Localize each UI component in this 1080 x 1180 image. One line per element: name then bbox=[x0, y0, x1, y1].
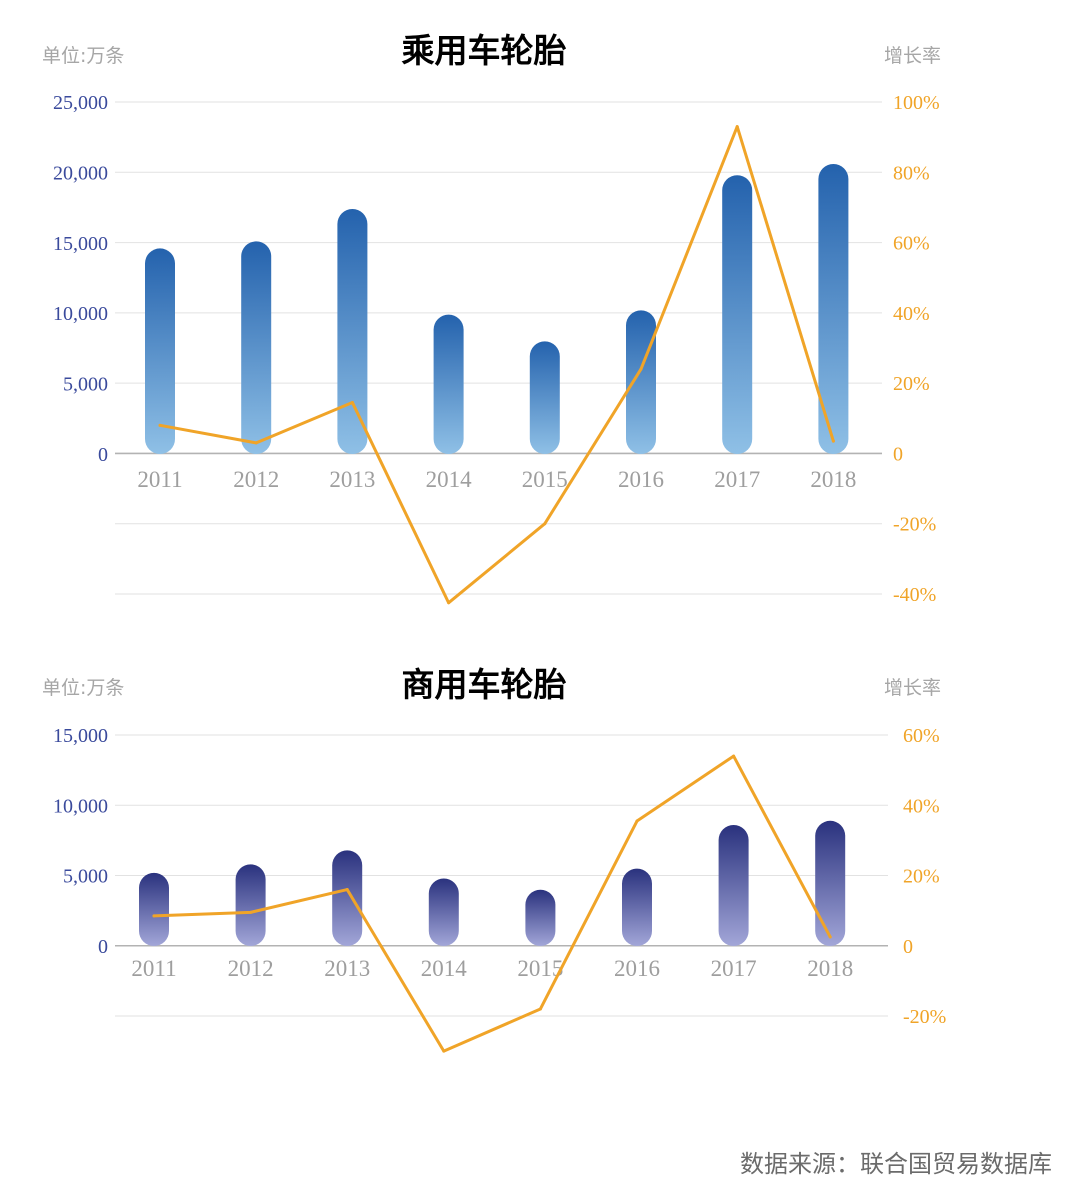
chart1-right-tick-label: 60% bbox=[893, 233, 930, 255]
chart2-growth-point-2012 bbox=[249, 910, 253, 914]
chart2-left-tick-label: 15,000 bbox=[53, 725, 108, 747]
chart1-bar-2012 bbox=[241, 241, 272, 454]
chart1-right-unit: 增长率 bbox=[884, 45, 941, 67]
chart2-bar-2014 bbox=[428, 878, 459, 946]
chart2-bar-2018 bbox=[815, 820, 846, 946]
chart2-growth-point-2014 bbox=[442, 1049, 446, 1053]
chart2-bar-2012 bbox=[235, 864, 266, 946]
chart1-left-tick-label: 0 bbox=[98, 444, 108, 466]
chart2-x-tick-label: 2011 bbox=[131, 956, 176, 981]
chart1-growth-point-2017 bbox=[735, 125, 739, 129]
chart1-x-tick-label: 2015 bbox=[522, 467, 568, 492]
chart2-bar-2016 bbox=[622, 868, 652, 946]
chart1-title: 乘用车轮胎 bbox=[402, 31, 567, 70]
commercial-tire-chart: 0 5,000 10,000 15,000 -20% 0 20% 40% 60% 2011 2012… bbox=[53, 725, 946, 1053]
chart1-left-tick-label: 10,000 bbox=[53, 303, 108, 325]
chart1-bar-2015 bbox=[529, 341, 560, 454]
chart2-x-tick-label: 2012 bbox=[228, 956, 274, 981]
chart1-x-tick-label: 2011 bbox=[137, 467, 182, 492]
chart2-left-tick-label: 5,000 bbox=[63, 866, 108, 888]
chart2-right-tick-label: 20% bbox=[903, 866, 940, 888]
chart1-left-tick-label: 5,000 bbox=[63, 374, 108, 396]
chart2-growth-point-2018 bbox=[828, 935, 832, 939]
chart1-right-tick-label: 20% bbox=[893, 373, 930, 395]
chart1-left-tick-label: 20,000 bbox=[53, 162, 108, 184]
chart1-x-tick-label: 2018 bbox=[810, 467, 856, 492]
chart1-x-tick-label: 2013 bbox=[329, 467, 375, 492]
chart2-left-tick-label: 10,000 bbox=[53, 795, 108, 817]
chart2-bar-2011 bbox=[139, 872, 169, 946]
chart1-bar-2017 bbox=[722, 175, 753, 454]
chart2-x-tick-label: 2016 bbox=[614, 956, 660, 981]
chart1-growth-point-2018 bbox=[831, 439, 835, 443]
chart2-right-unit: 增长率 bbox=[884, 677, 941, 699]
chart1-x-tick-label: 2014 bbox=[426, 467, 473, 492]
chart2-x-tick-label: 2017 bbox=[711, 956, 757, 981]
chart2-x-tick-label: 2014 bbox=[421, 956, 468, 981]
chart1-growth-point-2014 bbox=[447, 601, 451, 605]
chart2-title: 商用车轮胎 bbox=[402, 665, 567, 704]
chart1-bar-2014 bbox=[433, 314, 464, 454]
passenger-tire-chart: 0 5,000 10,000 15,000 20,000 25,000 -40% -20% 0 2… bbox=[53, 92, 940, 606]
chart2-right-tick-label: -20% bbox=[903, 1006, 946, 1028]
chart1-right-tick-label: 0 bbox=[893, 443, 903, 465]
chart1-growth-point-2013 bbox=[350, 400, 354, 404]
chart1-bar-2016 bbox=[626, 310, 656, 454]
chart1-growth-point-2015 bbox=[543, 522, 547, 526]
chart1-left-tick-label: 15,000 bbox=[53, 233, 108, 255]
chart1-right-tick-label: 100% bbox=[893, 92, 940, 114]
chart1-right-tick-label: -20% bbox=[893, 514, 936, 536]
chart1-bar-2018 bbox=[818, 163, 849, 454]
chart1-right-tick-label: -40% bbox=[893, 584, 936, 606]
chart2-x-tick-label: 2018 bbox=[807, 956, 853, 981]
chart2-growth-point-2016 bbox=[635, 819, 639, 823]
chart2-growth-point-2013 bbox=[345, 888, 349, 892]
chart1-right-tick-label: 80% bbox=[893, 162, 930, 184]
chart2-right-tick-label: 40% bbox=[903, 795, 940, 817]
data-source-note: 数据来源：联合国贸易数据库 bbox=[740, 1150, 1052, 1178]
chart2-left-tick-label: 0 bbox=[98, 936, 108, 958]
chart2-growth-point-2015 bbox=[538, 1007, 542, 1011]
chart1-growth-point-2011 bbox=[158, 423, 162, 427]
chart2-bar-2017 bbox=[718, 825, 749, 946]
chart1-x-tick-label: 2016 bbox=[618, 467, 664, 492]
chart2-growth-point-2017 bbox=[732, 754, 736, 758]
chart1-x-tick-label: 2017 bbox=[714, 467, 760, 492]
chart2-left-unit: 单位:万条 bbox=[42, 677, 124, 699]
chart2-growth-point-2011 bbox=[152, 914, 156, 918]
chart1-bar-2013 bbox=[337, 209, 368, 454]
chart1-right-tick-label: 40% bbox=[893, 303, 930, 325]
chart1-growth-point-2012 bbox=[254, 441, 258, 445]
chart1-bar-2011 bbox=[145, 248, 175, 454]
chart2-growth-line bbox=[152, 754, 832, 1053]
chart2-x-tick-label: 2013 bbox=[324, 956, 370, 981]
chart2-right-tick-label: 60% bbox=[903, 725, 940, 747]
chart2-bar-2015 bbox=[525, 889, 556, 946]
chart1-growth-point-2016 bbox=[639, 367, 643, 371]
chart1-x-tick-label: 2012 bbox=[233, 467, 279, 492]
chart2-right-tick-label: 0 bbox=[903, 936, 913, 958]
chart1-growth-line bbox=[158, 125, 835, 605]
chart2-bar-2013 bbox=[332, 850, 363, 946]
chart1-left-tick-label: 25,000 bbox=[53, 92, 108, 114]
chart1-left-unit: 单位:万条 bbox=[42, 45, 124, 67]
